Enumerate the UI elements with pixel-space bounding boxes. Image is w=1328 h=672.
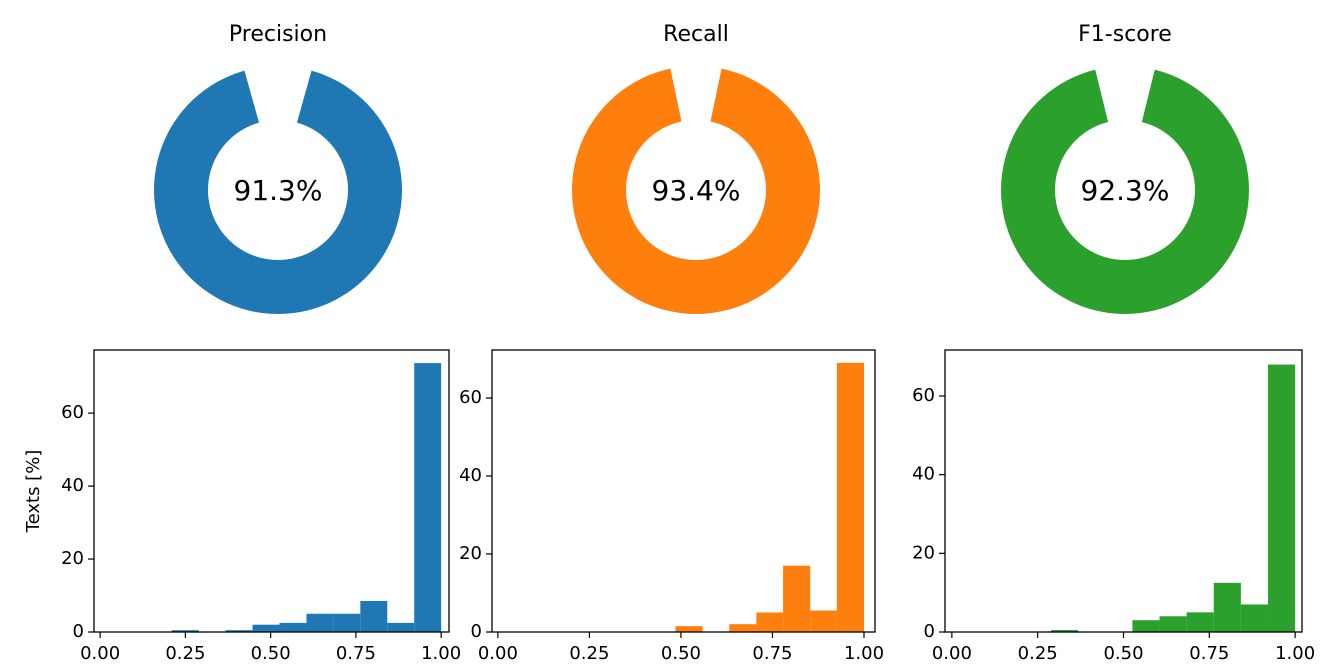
x-tick-label: 0.00: [478, 643, 518, 664]
hist-bar: [333, 613, 361, 632]
hist-bar: [1240, 604, 1269, 632]
y-tick-label: 40: [61, 475, 84, 496]
hist-bar: [360, 600, 388, 632]
center-label: 91.3%: [234, 174, 323, 207]
hist-bar: [279, 622, 307, 632]
hist-bar: [675, 626, 703, 632]
donut-slice: [571, 68, 820, 314]
hist-bar: [225, 630, 253, 632]
y-tick-label: 0: [924, 621, 935, 642]
x-tick-label: 0.25: [1018, 643, 1058, 664]
axes-frame: [944, 349, 1303, 633]
hist-bar: [1268, 364, 1296, 632]
x-tick-label: 1.00: [844, 643, 884, 664]
y-tick-label: 0: [73, 621, 84, 642]
axes-frame: [93, 349, 450, 633]
x-tick-label: 0.75: [336, 643, 376, 664]
y-axis-label: Texts [%]: [23, 450, 44, 534]
y-tick-label: 20: [912, 542, 935, 563]
hist-bar: [836, 362, 865, 632]
hist-bar: [306, 613, 334, 632]
x-tick-label: 0.50: [251, 643, 291, 664]
y-tick-label: 40: [459, 465, 482, 486]
x-tick-label: 1.00: [1275, 643, 1315, 664]
hist-bar: [387, 622, 415, 632]
y-tick-label: 20: [61, 548, 84, 569]
hist-bar: [756, 612, 784, 632]
hist-bar: [1051, 630, 1079, 632]
x-tick-label: 0.50: [1103, 643, 1143, 664]
axes-frame: [491, 349, 876, 633]
hist-bar: [783, 565, 811, 632]
hist-bar: [1213, 582, 1241, 632]
x-tick-label: 1.00: [421, 643, 461, 664]
y-tick-label: 60: [61, 402, 84, 423]
center-label: 93.4%: [652, 174, 741, 207]
hist-bar: [810, 610, 837, 632]
x-tick-label: 0.25: [165, 643, 205, 664]
donut-slice: [1095, 65, 1155, 123]
donut-slice: [153, 70, 402, 314]
hist-bar: [171, 630, 199, 632]
hist-bar: [729, 624, 757, 632]
hist-bar: [414, 363, 442, 632]
x-tick-label: 0.75: [1189, 643, 1229, 664]
y-tick-label: 60: [459, 387, 482, 408]
x-tick-label: 0.25: [569, 643, 609, 664]
chart-title: Recall: [663, 22, 729, 47]
hist-bar: [252, 624, 280, 632]
hist-bar: [1132, 620, 1160, 632]
hist-bar: [1159, 616, 1187, 632]
y-tick-label: 60: [912, 385, 935, 406]
hist-bar: [1186, 612, 1214, 632]
center-label: 92.3%: [1081, 174, 1170, 207]
y-tick-label: 40: [912, 464, 935, 485]
chart-title: Precision: [229, 22, 327, 47]
x-tick-label: 0.00: [932, 643, 972, 664]
donut-slice: [244, 66, 312, 123]
y-tick-label: 0: [471, 621, 482, 642]
donut-slice: [670, 66, 722, 122]
x-tick-label: 0.75: [752, 643, 792, 664]
donut-slice: [1000, 69, 1249, 314]
chart-title: F1-score: [1078, 22, 1172, 47]
y-tick-label: 20: [459, 543, 482, 564]
x-tick-label: 0.50: [661, 643, 701, 664]
x-tick-label: 0.00: [80, 643, 120, 664]
